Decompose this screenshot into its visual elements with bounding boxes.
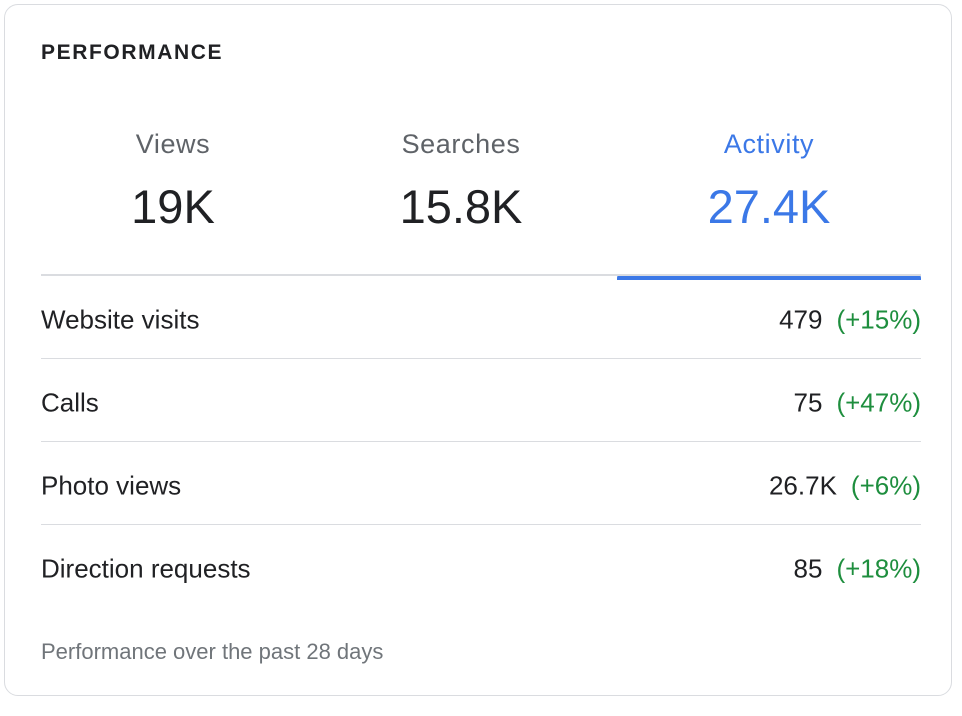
metric-value: 479 [779, 304, 823, 335]
metric-label: Calls [41, 387, 99, 418]
tab-views-label: Views [135, 129, 211, 159]
metric-change: (+6%) [850, 470, 921, 501]
metric-change: (+15%) [836, 304, 921, 335]
metric-row-direction-requests: Direction requests 85 (+18%) [41, 525, 921, 607]
active-tab-indicator [617, 274, 921, 280]
tabs-divider [41, 274, 921, 276]
metrics-list: Website visits 479 (+15%) Calls 75 (+47%) … [41, 276, 921, 607]
metric-figures: 479 (+15%) [779, 305, 921, 336]
metric-figures: 26.7K (+6%) [769, 471, 921, 502]
performance-card: PERFORMANCE Views 19K Searches 15.8K Act… [4, 4, 952, 696]
metric-row-calls: Calls 75 (+47%) [41, 359, 921, 442]
metric-label: Direction requests [41, 553, 251, 584]
metric-figures: 75 (+47%) [794, 388, 921, 419]
metric-tabs: Views 19K Searches 15.8K Activity 27.4K [41, 117, 921, 280]
metric-value: 75 [793, 387, 823, 418]
tab-searches-label: Searches [401, 129, 521, 159]
metric-row-photo-views: Photo views 26.7K (+6%) [41, 442, 921, 525]
metric-label: Website visits [41, 304, 200, 335]
tab-views-value: 19K [131, 180, 215, 233]
tab-searches[interactable]: Searches 15.8K [309, 117, 613, 275]
tab-searches-value: 15.8K [399, 180, 523, 233]
period-footnote: Performance over the past 28 days [41, 639, 384, 664]
metric-value: 26.7K [768, 470, 837, 501]
tab-activity[interactable]: Activity 27.4K [617, 117, 921, 280]
metric-row-website-visits: Website visits 479 (+15%) [41, 276, 921, 359]
metric-label: Photo views [41, 470, 182, 501]
metric-value: 85 [793, 553, 823, 584]
tab-activity-value: 27.4K [707, 180, 831, 233]
card-title: PERFORMANCE [41, 41, 224, 64]
metric-figures: 85 (+18%) [794, 554, 921, 585]
tab-views[interactable]: Views 19K [41, 117, 305, 275]
metric-change: (+18%) [836, 553, 921, 584]
metric-change: (+47%) [836, 387, 921, 418]
tab-activity-label: Activity [723, 129, 815, 159]
